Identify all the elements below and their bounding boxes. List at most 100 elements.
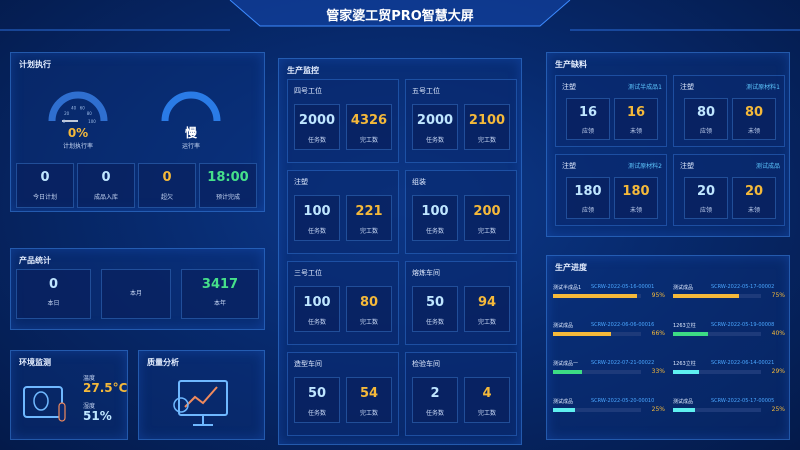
panel-title: 生产进度 <box>555 263 587 272</box>
progress-value-label: 75% <box>771 292 785 299</box>
station-name: 五号工位 <box>412 87 440 95</box>
shortage-card: 注塑 测试半成品1 16 应领 16 未领 <box>555 75 667 147</box>
progress-code: SCRW-2022-06-14-00021 <box>711 360 775 366</box>
progress-value-label: 29% <box>771 368 785 375</box>
count-box: 50 任务数 <box>412 286 458 332</box>
progress-bar <box>673 294 739 298</box>
stat-box: 0 本日 <box>16 269 91 319</box>
progress-name: 测试成品 <box>553 323 574 329</box>
count-box: 4 完工数 <box>464 377 510 423</box>
count-box: 100 任务数 <box>294 195 340 241</box>
panel-title: 质量分析 <box>147 358 179 367</box>
count-box: 100 任务数 <box>294 286 340 332</box>
progress-bar <box>553 370 583 374</box>
station-card: 造型车间 50 任务数 54 完工数 <box>287 352 399 436</box>
item-name: 测试成品 <box>755 163 780 170</box>
count-box: 2000 任务数 <box>294 104 340 150</box>
count-value: 20 <box>744 184 764 199</box>
count-label: 任务数 <box>307 319 326 326</box>
panel-title: 环境监测 <box>19 358 51 367</box>
panel-title: 生产缺料 <box>555 60 587 69</box>
hum-label: 湿度 <box>83 403 96 410</box>
count-box: 50 任务数 <box>294 377 340 423</box>
gauge-label: 慢 <box>185 125 198 140</box>
gauge-track <box>161 91 221 122</box>
icon-trend <box>184 386 218 408</box>
count-box: 80 完工数 <box>346 286 392 332</box>
count-value: 180 <box>622 184 650 199</box>
count-value: 100 <box>421 204 449 219</box>
panel-title: 生产监控 <box>287 66 319 75</box>
shortage-card: 注塑 测试原材料2 180 应领 180 未领 <box>555 154 667 226</box>
count-box: 200 完工数 <box>464 195 510 241</box>
icon-leaf <box>33 391 49 411</box>
stat-label: 今日计划 <box>32 194 57 201</box>
count-value: 80 <box>359 295 379 310</box>
count-box: 80 未领 <box>732 98 776 140</box>
panel-title: 计划执行 <box>19 60 51 69</box>
progress-code: SCRW-2022-05-17-00005 <box>711 398 775 404</box>
count-label: 任务数 <box>425 410 444 417</box>
count-value: 16 <box>626 105 646 120</box>
count-label: 应领 <box>699 207 712 214</box>
process-name: 注塑 <box>562 83 576 91</box>
monitor-panel: 生产监控 四号工位 2000 任务数 4326 完工数 五号工位 2000 任务数 2100 完工数… <box>278 58 522 445</box>
count-label: 任务数 <box>425 319 444 326</box>
count-value: 80 <box>744 105 764 120</box>
quality-icon <box>173 380 228 426</box>
progress-value-label: 66% <box>651 330 665 337</box>
stat-label: 本月 <box>129 290 142 297</box>
stat-value: 0 <box>48 277 59 292</box>
station-card: 熔炼车间 50 任务数 94 完工数 <box>405 261 517 345</box>
station-name: 造型车间 <box>294 360 322 368</box>
temp-label: 温度 <box>83 375 96 382</box>
count-box: 16 未领 <box>614 98 658 140</box>
count-box: 2000 任务数 <box>412 104 458 150</box>
gauge-tick-label: 100 <box>88 119 96 124</box>
shortage-card: 注塑 测试原材料1 80 应领 80 未领 <box>673 75 785 147</box>
count-value: 54 <box>359 386 379 401</box>
station-name: 三号工位 <box>294 269 322 277</box>
progress-name: 测试成品一 <box>553 361 579 367</box>
progress-value-label: 25% <box>651 406 665 413</box>
count-value: 100 <box>303 295 331 310</box>
env-icon <box>23 386 66 422</box>
icon-thermo <box>58 402 66 422</box>
station-card: 组装 100 任务数 200 完工数 <box>405 170 517 254</box>
count-label: 完工数 <box>477 319 496 326</box>
progress-track <box>673 370 761 374</box>
count-label: 完工数 <box>359 228 378 235</box>
progress-value-label: 40% <box>771 330 785 337</box>
count-label: 应领 <box>581 207 594 214</box>
progress-bar <box>673 332 709 336</box>
count-value: 94 <box>477 295 497 310</box>
progress-bar <box>673 370 699 374</box>
product-panel: 产品统计 0 本日 本月 3417 本年 <box>10 248 265 330</box>
stat-label: 成品入库 <box>93 194 118 201</box>
count-label: 完工数 <box>477 410 496 417</box>
count-value: 4 <box>482 386 492 401</box>
progress-bar <box>673 408 695 412</box>
station-name: 四号工位 <box>294 87 322 95</box>
process-name: 注塑 <box>680 162 694 170</box>
progress-name: 测试半成品1 <box>553 285 582 291</box>
progress-bar <box>553 408 575 412</box>
progress-name: 1263立柱 <box>673 361 696 367</box>
count-value: 2 <box>430 386 440 401</box>
count-box: 16 应领 <box>566 98 610 140</box>
station-card: 三号工位 100 任务数 80 完工数 <box>287 261 399 345</box>
count-value: 2100 <box>468 113 506 128</box>
progress-value-label: 33% <box>651 368 665 375</box>
stat-value: 0 <box>101 170 111 185</box>
station-name: 熔炼车间 <box>412 269 440 277</box>
count-value: 100 <box>303 204 331 219</box>
count-value: 4326 <box>350 113 388 128</box>
process-name: 注塑 <box>562 162 576 170</box>
count-label: 任务数 <box>425 137 444 144</box>
count-label: 任务数 <box>307 410 326 417</box>
stat-label: 预计完成 <box>215 194 240 201</box>
stat-label: 本日 <box>47 300 60 307</box>
count-label: 应领 <box>581 128 594 135</box>
plan-panel: 计划执行 0 20 40 60 80 100 0% 计划执行率 慢运行率 0 今日计划 0 成品入库 0 超欠… <box>10 52 265 212</box>
stat-box: 18:00 预计完成 <box>199 163 257 208</box>
